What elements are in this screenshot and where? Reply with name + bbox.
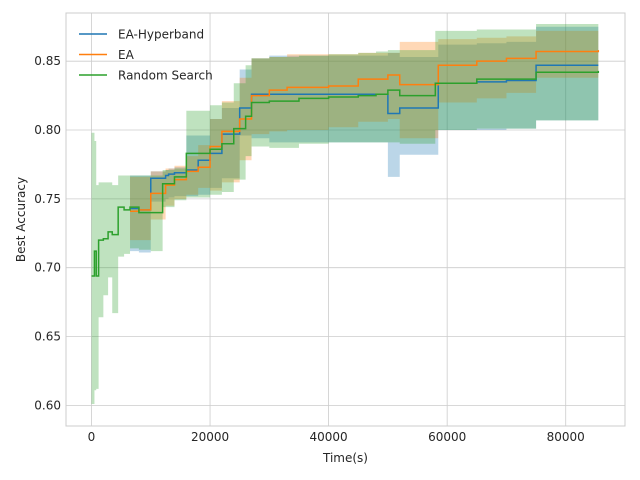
y-tick-label: 0.60 <box>34 398 61 412</box>
band-ea <box>130 30 599 241</box>
line-random-search <box>91 70 600 277</box>
y-tick-label: 0.70 <box>34 261 61 275</box>
legend: EA-Hyperband EA Random Search <box>79 28 213 83</box>
grid <box>66 13 625 426</box>
series-lines <box>91 50 600 277</box>
band-ea-hyperband <box>130 26 599 253</box>
y-axis-label: Best Accuracy <box>14 177 28 262</box>
legend-label: Random Search <box>118 69 213 83</box>
tick-labels: 0 20000 40000 60000 80000 0.60 0.65 0.70 0.75 0.8… <box>34 54 585 444</box>
legend-label: EA <box>118 48 135 62</box>
x-tick-label: 0 <box>88 430 96 444</box>
y-tick-label: 0.85 <box>34 54 61 68</box>
x-tick-label: 80000 <box>547 430 585 444</box>
x-tick-label: 60000 <box>428 430 466 444</box>
confidence-bands <box>91 24 599 404</box>
y-tick-label: 0.80 <box>34 123 61 137</box>
y-tick-label: 0.65 <box>34 330 61 344</box>
y-tick-label: 0.75 <box>34 192 61 206</box>
plot-frame <box>65 12 626 427</box>
x-tick-label: 40000 <box>310 430 348 444</box>
legend-label: EA-Hyperband <box>118 28 204 42</box>
x-axis-label: Time(s) <box>322 451 368 465</box>
band-random-search <box>91 24 599 404</box>
x-tick-label: 20000 <box>191 430 229 444</box>
